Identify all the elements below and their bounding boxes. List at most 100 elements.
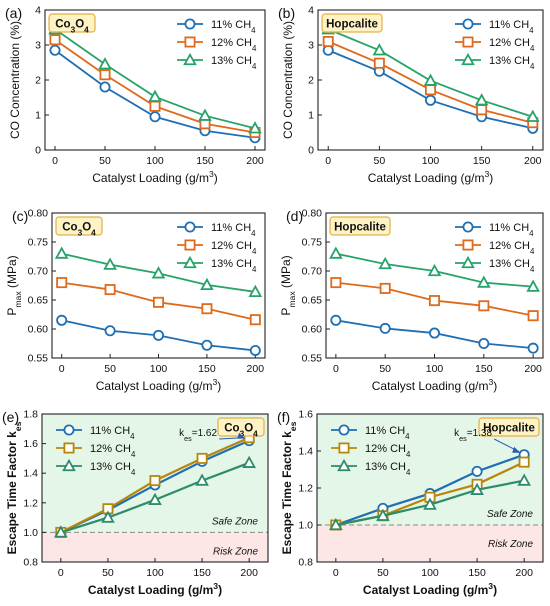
data-point	[104, 325, 116, 337]
legend-marker	[183, 52, 197, 66]
data-point	[200, 277, 214, 291]
legend-marker	[63, 424, 75, 436]
y-axis-label: Pmax (MPa)	[279, 255, 297, 315]
data-point	[424, 94, 436, 106]
legend-marker	[337, 458, 351, 472]
legend-label: 11% CH4	[211, 222, 256, 238]
y-tick-label: 1	[35, 110, 41, 122]
y-tick-label: 1.4	[23, 468, 38, 480]
legend-marker	[462, 221, 474, 233]
y-tick-label: 0.60	[28, 324, 49, 336]
panel-letter: (b)	[278, 5, 295, 21]
x-tick-label: 150	[468, 567, 486, 579]
panel-b: 0 50 100 150 200 0 1 2 3 4 Catalyst Loading (g/m3)…	[278, 5, 544, 185]
panel-letter: (a)	[5, 5, 22, 21]
annotation-arrowhead	[512, 446, 521, 453]
data-point	[478, 300, 490, 312]
data-point	[242, 455, 256, 468]
y-tick-label: 2	[35, 75, 41, 87]
y-tick-label: 4	[308, 5, 314, 17]
legend-label: 13% CH4	[90, 461, 136, 477]
panel-c: 0 50 100 150 200 0.55 0.60 0.65 0.70 0.75 0.80 Cata…	[5, 208, 266, 393]
x-tick-label: 50	[374, 155, 386, 167]
legend-label: 12% CH4	[211, 240, 257, 256]
data-point	[148, 89, 162, 102]
y-tick-label: 0.80	[302, 208, 323, 220]
legend-marker	[462, 239, 474, 251]
y-tick-label: 3	[35, 40, 41, 52]
data-point	[249, 314, 261, 326]
legend-label: 11% CH4	[211, 19, 256, 35]
y-axis-label: Escape Time Factor kes	[5, 421, 23, 554]
data-point	[527, 342, 539, 354]
data-point	[424, 84, 436, 96]
data-point	[54, 246, 69, 259]
y-tick-label: 0.65	[302, 295, 323, 307]
data-point	[196, 452, 208, 464]
data-point	[478, 337, 490, 349]
x-tick-label: 0	[59, 363, 65, 375]
data-point	[103, 257, 117, 270]
legend-marker	[184, 221, 196, 233]
data-point	[526, 279, 540, 292]
data-point	[372, 43, 387, 56]
safe-zone-label: Safe Zone	[212, 516, 259, 527]
x-tick-label: 200	[515, 567, 533, 579]
x-tick-label: 150	[196, 155, 214, 167]
data-point	[56, 277, 68, 289]
data-point	[198, 108, 212, 121]
y-tick-label: 0.75	[302, 237, 323, 249]
catalyst-badge	[329, 216, 391, 236]
data-point	[148, 492, 162, 505]
panel-letter: (f)	[277, 409, 290, 425]
legend-label: 11% CH4	[489, 19, 534, 35]
legend-marker	[338, 442, 350, 454]
x-tick-label: 100	[146, 155, 164, 167]
y-tick-label: 1.2	[298, 483, 313, 495]
data-point	[54, 525, 68, 538]
data-point	[201, 303, 213, 315]
legend-marker	[183, 255, 197, 269]
data-point	[322, 36, 334, 48]
y-tick-label: 0.65	[28, 295, 49, 307]
x-tick-label: 50	[379, 363, 391, 375]
x-tick-label: 100	[426, 363, 444, 375]
data-point	[149, 475, 161, 487]
data-point	[201, 339, 213, 351]
y-tick-label: 0.75	[28, 237, 49, 249]
y-tick-label: 0.55	[28, 353, 49, 365]
y-tick-label: 1.6	[23, 438, 38, 450]
data-point	[56, 314, 68, 326]
catalyst-badge-label: Hopcalite	[483, 423, 535, 435]
data-point	[525, 109, 540, 122]
y-tick-label: 1.0	[298, 520, 313, 532]
legend-label: 11% CH4	[489, 222, 534, 238]
y-tick-label: 1	[308, 110, 314, 122]
data-point	[428, 327, 440, 339]
x-tick-label: 50	[102, 567, 114, 579]
x-axis-label: Catalyst Loading (g/m3)	[88, 581, 222, 597]
x-tick-label: 200	[247, 363, 265, 375]
data-point	[423, 497, 437, 510]
legend-label: 12% CH4	[489, 37, 535, 53]
data-point	[322, 44, 334, 56]
panel-letter: (c)	[12, 208, 28, 224]
x-tick-label: 50	[377, 567, 389, 579]
x-tick-label: 100	[146, 567, 164, 579]
legend-marker	[63, 442, 75, 454]
data-point	[476, 275, 491, 288]
data-point	[152, 329, 164, 341]
kes-annotation: kes=1.62	[179, 428, 217, 443]
panel-a: 0 50 100 150 200 0 1 2 3 4 Catalyst Loading (g/m3)…	[5, 5, 266, 185]
y-tick-label: 1.8	[23, 409, 38, 421]
y-tick-label: 0.8	[298, 557, 313, 569]
catalyst-badge	[321, 13, 383, 33]
data-point	[330, 277, 342, 289]
catalyst-badge	[48, 13, 96, 33]
x-tick-label: 50	[99, 155, 111, 167]
y-tick-label: 4	[35, 5, 41, 17]
y-tick-label: 1.0	[23, 527, 38, 539]
legend-marker	[338, 424, 350, 436]
